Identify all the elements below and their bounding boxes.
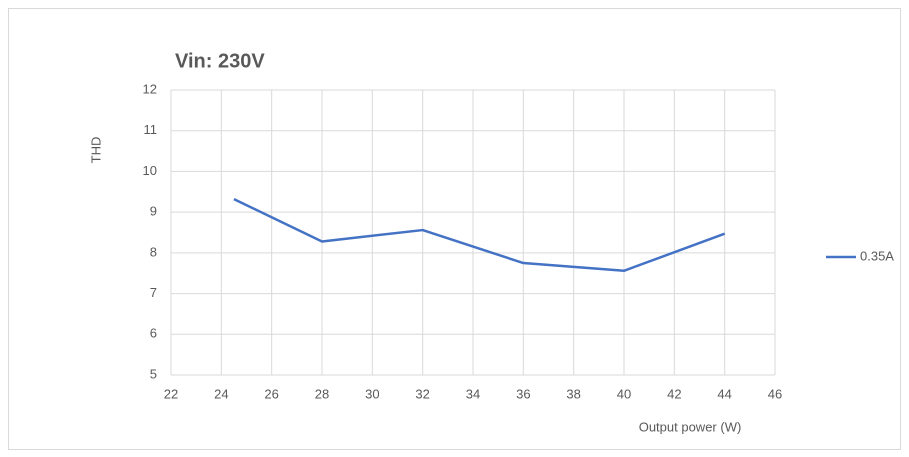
x-tick-label: 26 <box>264 386 278 401</box>
y-tick-label: 12 <box>143 81 157 96</box>
series-line <box>233 197 726 273</box>
x-tick-label: 34 <box>466 386 480 401</box>
x-tick-label: 30 <box>365 386 379 401</box>
y-tick-label: 8 <box>150 244 157 259</box>
y-tick-label: 10 <box>143 163 157 178</box>
x-tick-label: 38 <box>566 386 580 401</box>
legend-label: 0.35A <box>860 248 894 263</box>
x-tick-label: 28 <box>315 386 329 401</box>
x-tick-label: 46 <box>768 386 782 401</box>
x-tick-label: 36 <box>516 386 530 401</box>
x-tick-label: 44 <box>717 386 731 401</box>
x-axis-label: Output power (W) <box>639 419 742 434</box>
y-axis-label: THD <box>88 137 103 164</box>
x-tick-label: 32 <box>415 386 429 401</box>
x-tick-label: 40 <box>617 386 631 401</box>
y-tick-label: 9 <box>150 204 157 219</box>
y-tick-label: 5 <box>150 366 157 381</box>
y-tick-label: 7 <box>150 285 157 300</box>
x-tick-label: 24 <box>214 386 228 401</box>
x-tick-label: 22 <box>164 386 178 401</box>
chart-title: Vin: 230V <box>175 50 265 72</box>
chart-border <box>8 8 901 450</box>
y-tick-label: 11 <box>144 122 158 137</box>
x-tick-label: 42 <box>667 386 681 401</box>
y-tick-label: 6 <box>150 326 157 341</box>
